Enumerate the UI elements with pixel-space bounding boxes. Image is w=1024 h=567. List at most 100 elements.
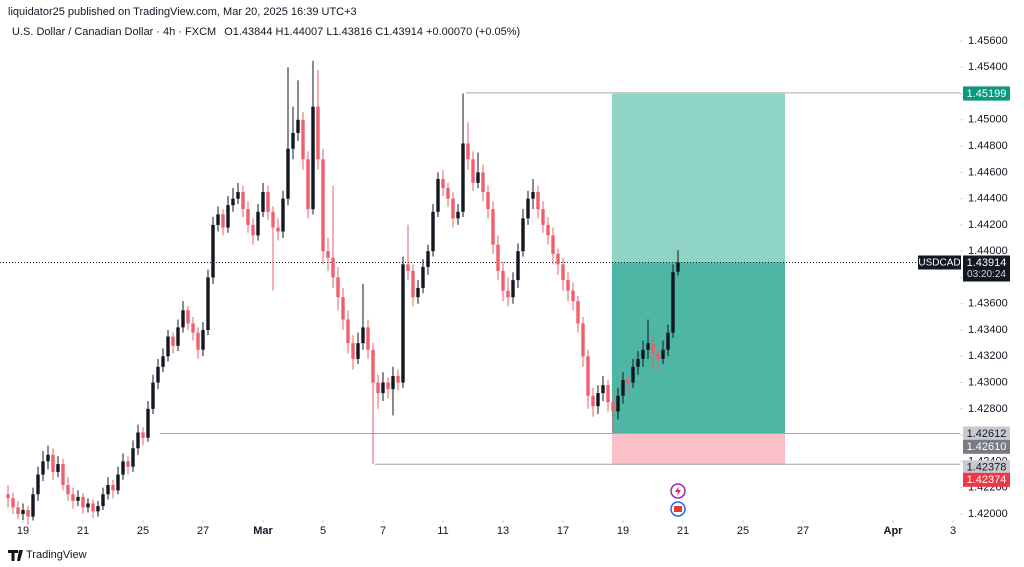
candle-body	[431, 211, 435, 252]
candle-body	[461, 143, 465, 212]
candle-body	[11, 498, 15, 508]
y-tick-label: 1.43000	[968, 376, 1008, 388]
x-tick-label: 19	[617, 525, 629, 537]
candle-body	[231, 198, 235, 206]
candle-body	[586, 356, 590, 396]
candle-body	[656, 353, 660, 359]
price-badge	[963, 86, 1010, 101]
candle-body	[136, 432, 140, 449]
x-tick-label: 7	[380, 525, 386, 537]
candle-body	[176, 327, 180, 346]
candle-body	[441, 178, 445, 189]
flag-icon-body	[674, 506, 682, 512]
candle-body	[301, 119, 305, 160]
price-badge-label: 1.45199	[967, 88, 1007, 100]
candle-body	[276, 227, 280, 232]
candle-body	[541, 209, 545, 225]
candle-body	[191, 323, 195, 333]
candle-body	[636, 358, 640, 367]
candle-body	[61, 464, 65, 486]
x-tick-label: Apr	[884, 525, 904, 537]
x-tick-label: 25	[737, 525, 749, 537]
publish-line: liquidator25 published on TradingView.co…	[8, 6, 357, 18]
candle-body	[621, 379, 625, 396]
candle-body	[471, 159, 475, 183]
candle-body	[671, 272, 675, 333]
candle-body	[146, 408, 150, 438]
y-tick-label: 1.45600	[968, 35, 1008, 47]
candle-body	[611, 402, 615, 412]
x-tick-label: 17	[557, 525, 569, 537]
x-tick-label: 27	[797, 525, 809, 537]
y-tick-label: 1.44000	[968, 245, 1008, 257]
candle-body	[101, 494, 105, 507]
brand-logo	[8, 550, 23, 561]
candle-body	[76, 496, 80, 501]
current-price-label: 1.43914	[967, 257, 1007, 269]
candle-body	[241, 192, 245, 210]
price-badge	[963, 472, 1010, 487]
x-tick-label: 11	[437, 525, 448, 537]
candle-body	[116, 474, 120, 491]
price-badge	[963, 439, 1010, 454]
candle-body	[626, 379, 630, 383]
candle-body	[591, 395, 595, 407]
active-zone	[612, 262, 785, 434]
candle-body	[661, 349, 665, 359]
candle-body	[311, 106, 315, 210]
candle-body	[171, 336, 175, 346]
candle-body	[476, 172, 480, 183]
candle-body	[416, 287, 420, 298]
candle-body	[606, 385, 610, 403]
y-tick-label: 1.44800	[968, 140, 1008, 152]
candle-body	[341, 297, 345, 320]
candle-body	[216, 214, 220, 225]
price-badge-label: 1.42610	[967, 441, 1007, 453]
candle-body	[506, 290, 510, 298]
candle-body	[491, 209, 495, 245]
candle-body	[291, 132, 295, 149]
candle-body	[566, 280, 570, 291]
candle-body	[281, 198, 285, 232]
candle-body	[516, 251, 520, 281]
candle-body	[576, 301, 580, 324]
candle-body	[91, 503, 95, 512]
candle-body	[56, 464, 60, 472]
chart-title: U.S. Dollar / Canadian Dollar · 4h · FXC…	[12, 26, 216, 38]
candle-body	[71, 494, 75, 501]
candle-body	[581, 323, 585, 357]
y-tick-label: 1.42800	[968, 403, 1008, 415]
x-tick-label: 3	[950, 525, 956, 537]
candle-body	[596, 393, 600, 407]
candle-body	[251, 224, 255, 236]
countdown-label: 03:20:24	[967, 269, 1006, 280]
candle-body	[156, 366, 160, 383]
ohlc-legend: O1.43844 H1.44007 L1.43816 C1.43914 +0.0…	[224, 26, 520, 38]
candle-body	[536, 192, 540, 210]
brand-name: TradingView	[26, 549, 87, 561]
candle-body	[6, 494, 10, 499]
candle-body	[456, 211, 460, 219]
candle-body	[436, 178, 440, 212]
y-tick-label: 1.44400	[968, 193, 1008, 205]
y-tick-label: 1.43400	[968, 324, 1008, 336]
candle-body	[296, 119, 300, 133]
price-badge-label: 1.42612	[967, 428, 1007, 440]
candle-body	[481, 172, 485, 193]
candle-body	[111, 485, 115, 491]
x-tick-label: 21	[77, 525, 89, 537]
candle-body	[256, 211, 260, 236]
candle-body	[426, 251, 430, 267]
y-tick-label: 1.42000	[968, 508, 1008, 520]
candle-body	[16, 507, 20, 514]
y-tick-label: 1.45400	[968, 61, 1008, 73]
candle-body	[411, 270, 415, 298]
candle-body	[366, 327, 370, 350]
candle-body	[306, 159, 310, 210]
candle-body	[236, 192, 240, 199]
candle-body	[86, 503, 90, 508]
x-tick-label: 21	[677, 525, 689, 537]
candle-body	[376, 382, 380, 394]
x-tick-label: 13	[497, 525, 509, 537]
